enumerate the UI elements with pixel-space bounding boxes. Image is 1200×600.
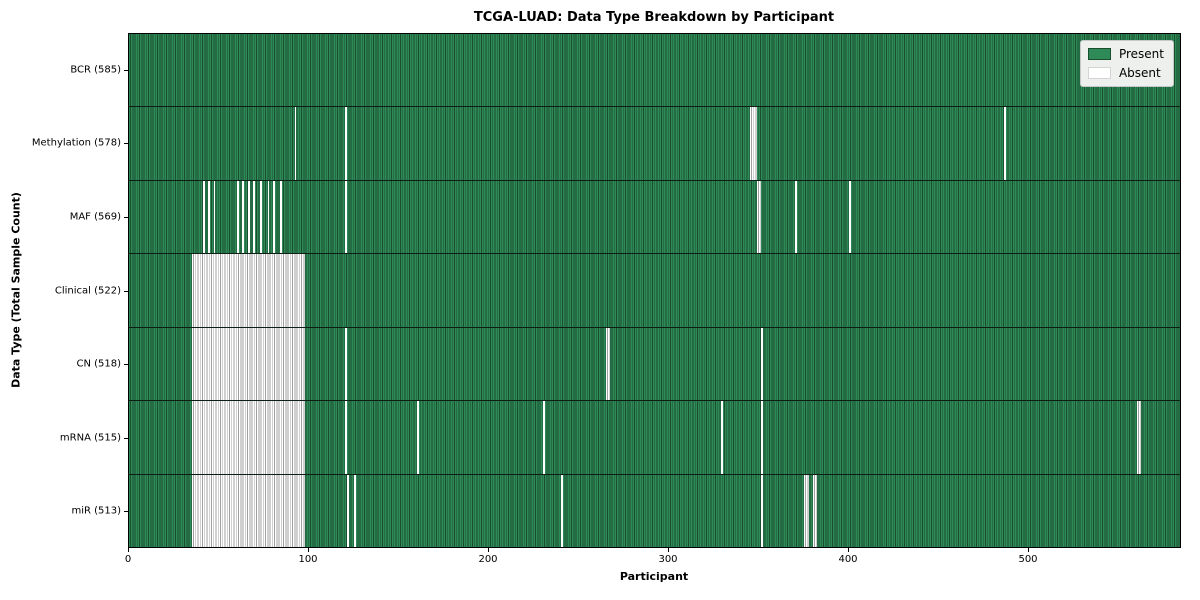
legend-swatch-absent <box>1087 67 1111 79</box>
row-Methylation <box>129 107 1180 181</box>
y-tick-label-BCR: BCR (585) <box>70 64 121 76</box>
y-tick-mark <box>124 511 128 512</box>
y-tick-mark <box>124 70 128 71</box>
y-tick-mark <box>124 143 128 144</box>
absent-segment <box>345 180 347 254</box>
absent-segment <box>757 180 761 254</box>
absent-segment <box>280 180 282 254</box>
absent-segment <box>242 180 245 254</box>
absent-segment <box>804 474 810 547</box>
absent-segment <box>1003 107 1006 180</box>
x-tick-label-0: 0 <box>124 554 132 565</box>
absent-segment <box>345 327 347 401</box>
absent-segment <box>750 107 758 180</box>
absent-segment <box>273 180 275 254</box>
x-tick-mark <box>128 548 129 552</box>
absent-segment <box>192 474 306 547</box>
absent-segment <box>813 474 817 547</box>
y-tick-label-CN: CN (518) <box>76 358 121 370</box>
absent-segment <box>237 180 239 254</box>
absent-segment <box>354 474 356 547</box>
absent-segment <box>208 180 210 254</box>
absent-segment <box>760 401 763 474</box>
y-tick-mark <box>124 291 128 292</box>
absent-segment <box>543 401 545 474</box>
x-tick-mark <box>1028 548 1029 552</box>
row-BCR <box>129 34 1180 108</box>
absent-segment <box>345 107 347 180</box>
absent-segment <box>345 401 347 474</box>
y-tick-mark <box>124 217 128 218</box>
x-tick-mark <box>488 548 489 552</box>
absent-segment <box>721 401 723 474</box>
x-tick-label-100: 100 <box>298 554 318 565</box>
legend: Present Absent <box>1079 40 1174 87</box>
absent-segment <box>253 180 255 254</box>
y-tick-mark <box>124 438 128 439</box>
absent-segment <box>247 180 250 254</box>
row-Clinical <box>129 254 1180 328</box>
x-tick-label-300: 300 <box>658 554 678 565</box>
legend-label: Absent <box>1118 66 1161 80</box>
row-mRNA <box>129 401 1180 475</box>
absent-segment <box>267 180 270 254</box>
plot-area: Present Absent <box>128 33 1181 548</box>
y-tick-label-Methylation: Methylation (578) <box>31 137 121 149</box>
legend-swatch-present <box>1087 48 1111 60</box>
legend-item-present: Present <box>1087 47 1164 61</box>
absent-segment <box>1137 401 1141 474</box>
legend-item-absent: Absent <box>1087 66 1164 80</box>
absent-segment <box>795 180 797 254</box>
absent-segment <box>760 474 763 547</box>
x-tick-mark <box>668 548 669 552</box>
x-tick-mark <box>308 548 309 552</box>
y-tick-label-MAF: MAF (569) <box>69 211 121 223</box>
absent-segment <box>606 327 610 401</box>
absent-segment <box>192 254 306 327</box>
y-tick-label-Clinical: Clinical (522) <box>54 285 121 296</box>
absent-segment <box>417 401 419 474</box>
absent-segment <box>760 327 763 401</box>
absent-segment <box>192 401 306 474</box>
x-tick-label-500: 500 <box>1018 554 1038 565</box>
row-MAF <box>129 180 1180 255</box>
row-CN <box>129 327 1180 402</box>
chart-title: TCGA-LUAD: Data Type Breakdown by Partic… <box>473 10 835 25</box>
x-tick-mark <box>848 548 849 552</box>
absent-segment <box>294 107 297 180</box>
x-tick-label-200: 200 <box>478 554 498 565</box>
x-tick-label-400: 400 <box>838 554 858 565</box>
absent-segment <box>849 180 851 254</box>
absent-segment <box>346 474 349 547</box>
row-miR <box>129 474 1180 547</box>
absent-segment <box>213 180 216 254</box>
absent-segment <box>260 180 263 254</box>
legend-label: Present <box>1118 47 1164 61</box>
y-tick-label-mRNA: mRNA (515) <box>59 432 121 444</box>
x-axis-label: Participant <box>619 570 689 583</box>
absent-segment <box>192 327 306 401</box>
y-tick-label-miR: miR (513) <box>71 505 121 517</box>
absent-segment <box>561 474 563 547</box>
absent-segment <box>202 180 205 254</box>
y-tick-mark <box>124 364 128 365</box>
